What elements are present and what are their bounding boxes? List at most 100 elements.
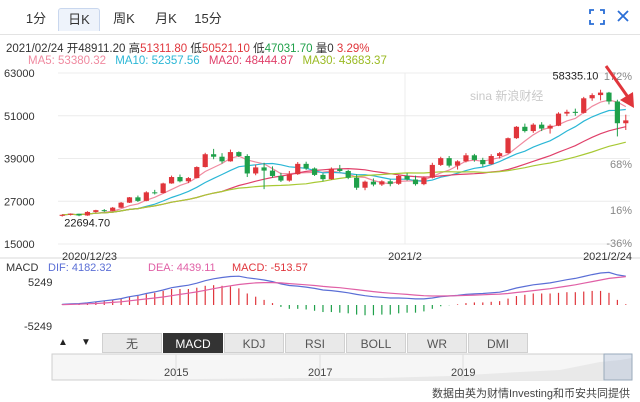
y-tick-label: 27000 [4,196,35,208]
ma30-line [62,141,626,216]
candle [278,175,284,181]
candle [429,164,435,178]
candle [362,181,368,188]
candle [202,154,208,168]
navigator[interactable]: 2015 2017 2019 [51,353,633,381]
candle [194,167,200,179]
candle [497,153,503,157]
candle [269,170,276,176]
candle [219,156,225,162]
candle [185,178,191,182]
info-date: 2021/02/24 [6,43,64,55]
candle [539,124,545,129]
navigator-year: 2019 [451,367,475,379]
macd-value-label: MACD: -513.57 [232,262,308,274]
candle [211,154,217,157]
candle [227,152,234,162]
y-tick-label: 15000 [4,239,35,251]
candle [84,211,91,216]
x-tick-label: 2021/2 [388,251,422,263]
candle [354,177,360,188]
trend-arrow [604,65,632,101]
candle [337,168,343,171]
ma10-label: MA10: 52357.56 [115,55,200,67]
navigator-selection[interactable] [603,353,633,381]
indicator-wr[interactable]: WR [407,333,467,353]
candle [438,158,444,165]
vol-value: 0 [327,43,334,55]
min-price-label: 22694.70 [64,218,110,230]
period-tabs: 1分 日K 周K 月K 15分 [0,0,640,35]
ma10-line [62,108,626,216]
candle [143,192,149,201]
candle [370,181,377,185]
vol-label: 量 [315,43,328,55]
tab-1min[interactable]: 1分 [25,11,47,26]
macd-tick-top: 5249 [28,277,52,289]
y-tick-label: 51000 [4,111,35,123]
candle [244,156,250,174]
high-value: 51311.80 [140,43,188,55]
fullscreen-icon[interactable] [588,9,606,27]
close-value: 47031.70 [264,43,313,55]
candle [135,197,141,201]
indicator-kdj[interactable]: KDJ [224,333,284,353]
candle [261,167,267,171]
candle [404,175,410,180]
candle [454,161,461,166]
candle [110,207,116,211]
indicator-macd[interactable]: MACD [163,333,223,353]
candle [118,202,124,208]
candle [572,111,578,113]
y-tick-label: 63000 [4,68,35,80]
trend-arrow-head [620,92,634,108]
indicator-none[interactable]: 无 [102,333,162,353]
navigator-year: 2017 [308,367,332,379]
dif-line [62,271,626,305]
ma30-label: MA30: 43683.37 [302,55,387,67]
candle [463,155,469,162]
candle [286,174,292,181]
tab-15min[interactable]: 15分 [194,11,222,26]
candle [530,124,536,132]
candle [345,170,351,178]
candle [387,181,393,184]
close-icon[interactable] [614,9,632,27]
tab-daily[interactable]: 日K [58,8,100,31]
candle [488,156,494,165]
ohlc-info: 2021/02/24 开48911.20 高51311.80 低50521.10… [6,40,369,56]
close-label: 低 [253,43,265,55]
candle [597,92,604,96]
scroll-down-icon[interactable]: ▼ [81,337,91,348]
candle [379,181,385,185]
candle [513,126,520,139]
y-tick-label-right: -36% [606,238,632,250]
y-tick-label-right: 68% [610,159,632,171]
navigator-year: 2015 [164,367,188,379]
candle [421,177,427,185]
candle [126,197,133,203]
candle [177,177,183,182]
indicator-boll[interactable]: BOLL [346,333,406,353]
indicator-rsi[interactable]: RSI [285,333,345,353]
candle [320,174,326,180]
candle [471,155,477,160]
candle [564,111,570,114]
tab-monthly[interactable]: 月K [155,11,177,26]
candle [547,125,553,129]
high-label: 高 [128,43,141,55]
candle [160,183,166,194]
navigator-preview [52,358,632,380]
ma-legend: MA5: 53380.32 MA10: 52357.56 MA20: 48444… [28,55,393,67]
indicator-dmi[interactable]: DMI [468,333,528,353]
candle [311,168,318,175]
y-tick-label-right: 16% [610,205,632,217]
tab-weekly[interactable]: 周K [113,11,135,26]
macd-tick-bottom: -5249 [24,321,52,333]
scroll-up-icon[interactable]: ▲ [58,337,68,348]
dif-label: DIF: 4182.32 [48,262,112,274]
candle [76,213,82,216]
open-value: 48911.20 [78,43,126,55]
candle [93,210,99,212]
candle [412,179,419,185]
